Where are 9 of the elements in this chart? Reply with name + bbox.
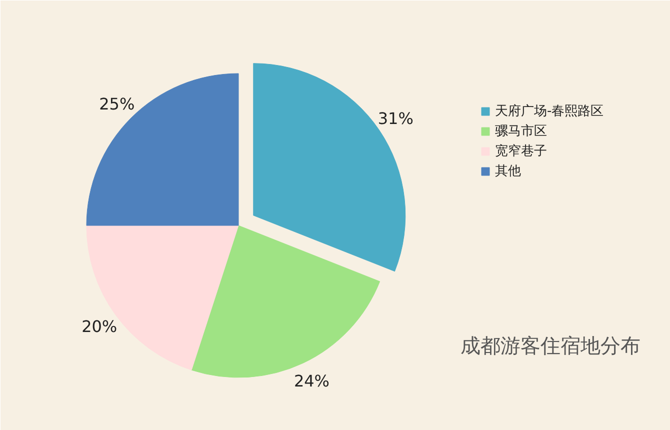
legend-label: 骡马市区 — [495, 123, 547, 140]
data-label: 31% — [378, 109, 414, 128]
text: 成都游客住宿地分布 — [460, 334, 640, 358]
legend-label: 天府广场-春熙路区 — [495, 103, 604, 120]
data-label: 20% — [82, 317, 118, 336]
legend-label: 其他 — [495, 163, 521, 180]
data-label: 24% — [294, 372, 330, 391]
data-label: 25% — [99, 94, 135, 114]
legend-label: 宽窄巷子 — [495, 143, 547, 160]
